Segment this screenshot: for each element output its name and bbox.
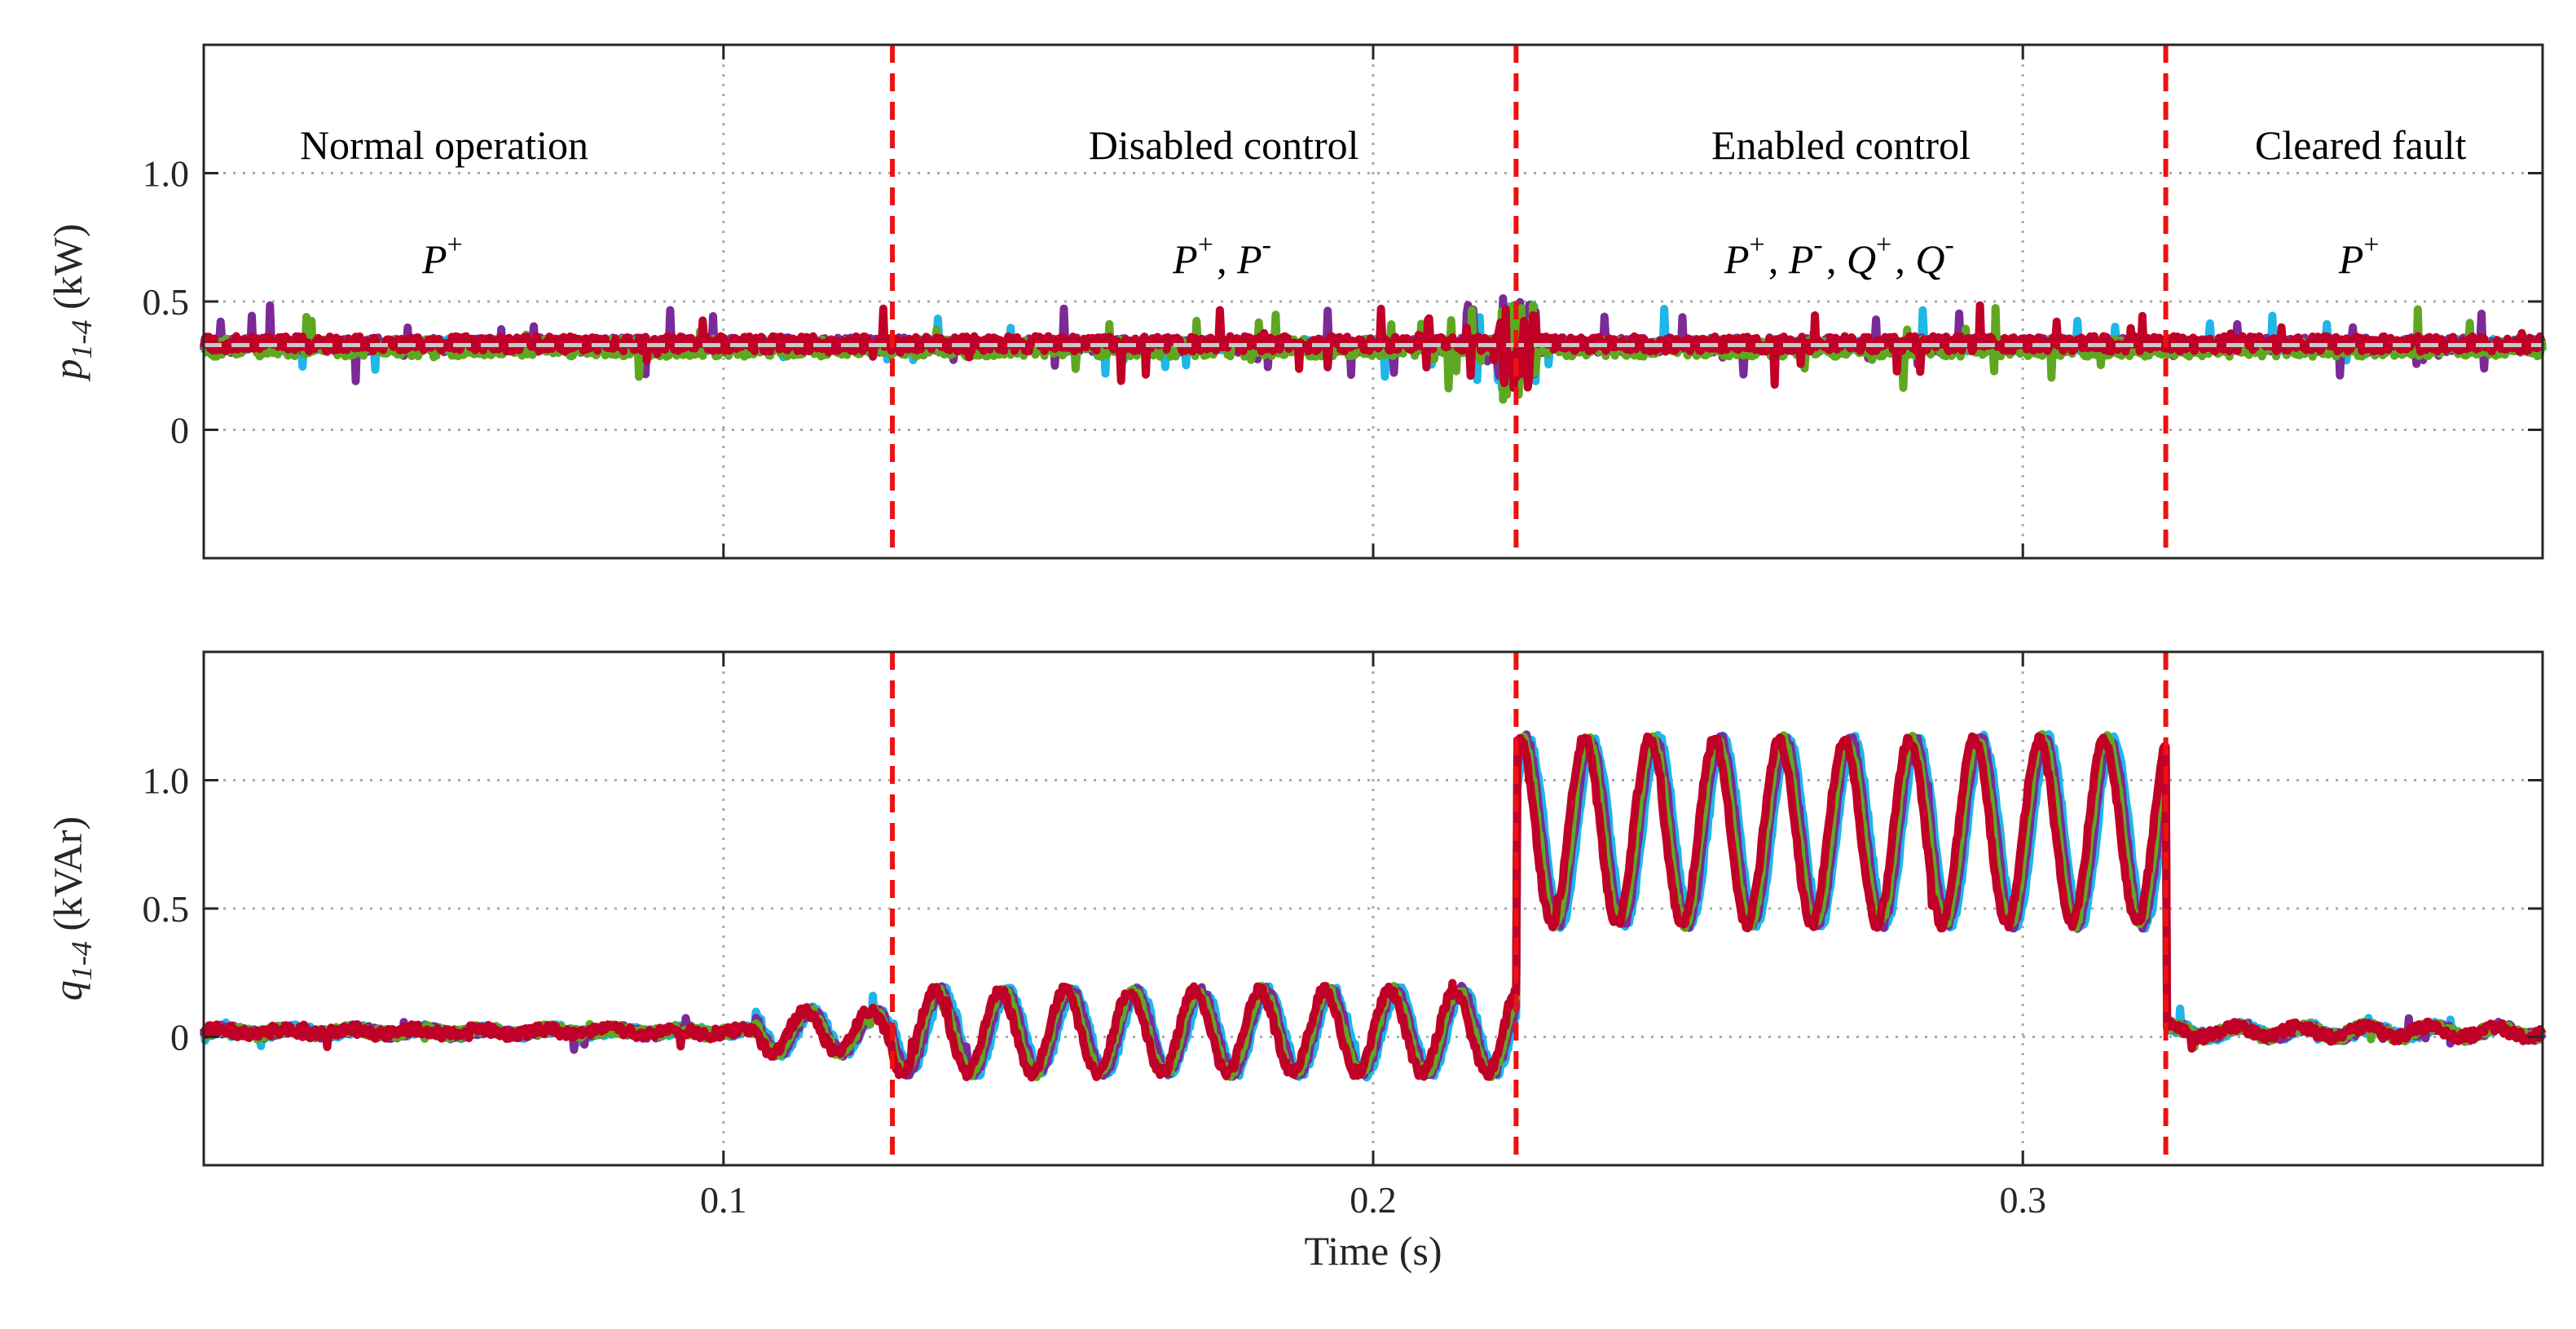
region-components-4: P+	[2338, 230, 2383, 282]
region-components-1: P+	[421, 230, 466, 282]
x-axis-label: Time (s)	[1304, 1228, 1442, 1274]
y-tick-label: 0	[170, 1017, 189, 1058]
y-tick-label: 0	[170, 410, 189, 451]
region-label-3: Enabled control	[1711, 122, 1971, 168]
panel-2: 0.1 0.2 0.3 0 0.5 1.0 q1-4 (kVAr) Time (s)	[45, 650, 2547, 1274]
x-tick-label: 0.1	[700, 1179, 747, 1221]
y-tick-label: 0.5	[143, 281, 190, 323]
region-components-3: P+ , P- , Q+ , Q-	[1724, 230, 1957, 282]
region-label-1: Normal operation	[300, 122, 588, 168]
series-line-4	[200, 732, 2547, 1082]
y-axis-label: q1-4 (kVAr)	[45, 816, 98, 1001]
y-axis-label: p1-4 (kW)	[45, 224, 98, 382]
x-tick-label: 0.3	[1999, 1179, 2046, 1221]
region-label-4: Cleared fault	[2255, 122, 2467, 168]
y-tick-label: 0.5	[143, 888, 190, 930]
y-tick-label: 1.0	[143, 153, 190, 195]
region-label-2: Disabled control	[1089, 122, 1359, 168]
region-components-2: P+ , P-	[1172, 230, 1275, 282]
panel-1: 0 0.5 1.0 p1-4 (kW) Normal operation P+ Disab…	[45, 43, 2547, 560]
y-tick-label: 1.0	[143, 760, 190, 802]
x-tick-label: 0.2	[1350, 1179, 1397, 1221]
